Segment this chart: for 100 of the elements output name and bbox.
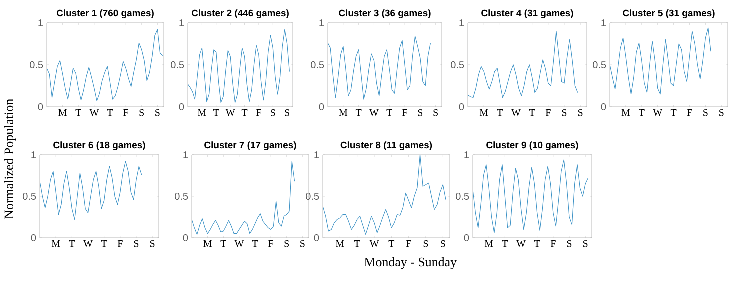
x-tick-label: T (639, 110, 645, 116)
x-tick-label: S (578, 110, 583, 116)
x-tick-label: T (76, 110, 82, 116)
chart-title: Cluster 7 (17 games) (204, 142, 296, 150)
x-tick-label: W (90, 110, 100, 116)
x-tick-label: T (107, 110, 114, 116)
y-tick-label: 1 (314, 152, 320, 158)
x-tick-label: W (653, 110, 663, 116)
x-tick-label: T (101, 240, 108, 248)
x-tick-label: S (583, 240, 588, 248)
y-tick-label: 0.5 (171, 61, 184, 69)
x-tick-label: T (356, 110, 362, 116)
y-axis-title: Normalized Population (4, 99, 16, 220)
y-tick-label: 1 (464, 152, 470, 158)
x-tick-label: T (214, 110, 220, 116)
x-tick-label: F (402, 110, 408, 116)
x-tick-label: S (300, 240, 305, 248)
y-tick-label: 1 (38, 20, 43, 26)
x-tick-label: S (285, 110, 290, 116)
x-tick-label: W (512, 110, 521, 116)
chart-title: Cluster 9 (10 games) (486, 142, 578, 150)
y-tick-label: 0 (183, 234, 188, 242)
x-tick-label: M (198, 110, 206, 116)
y-tick-label: 0.5 (30, 61, 44, 69)
x-tick-label: T (220, 240, 226, 248)
line-series (47, 29, 164, 102)
x-tick-label: T (529, 110, 536, 116)
chart-title: Cluster 2 (446 games) (192, 10, 289, 18)
x-tick-label: S (150, 240, 155, 248)
x-tick-label: T (534, 240, 540, 248)
line-series (610, 28, 712, 95)
y-tick-label: 0.5 (451, 61, 464, 69)
x-tick-label: M (52, 240, 60, 248)
x-tick-label: W (226, 110, 236, 116)
x-tick-label: W (516, 240, 526, 248)
y-tick-label: 1 (180, 20, 184, 26)
chart-title: Cluster 4 (31 games) (482, 10, 574, 18)
x-tick-label: F (118, 240, 123, 248)
x-tick-label: S (434, 110, 438, 116)
y-tick-label: 1 (460, 20, 464, 26)
x-tick-label: M (204, 240, 212, 248)
x-tick-label: T (388, 240, 395, 248)
chart-title: Cluster 8 (11 games) (340, 142, 432, 150)
x-tick-label: T (252, 240, 258, 248)
x-tick-label: T (69, 240, 76, 248)
y-tick-label: 0 (314, 234, 320, 242)
x-tick-label: M (339, 110, 348, 116)
line-series (468, 31, 578, 98)
y-tick-label: 1 (184, 152, 188, 158)
line-series (40, 161, 142, 220)
x-tick-label: F (687, 110, 692, 116)
x-tick-label: W (370, 240, 380, 248)
y-tick-label: 0 (459, 103, 464, 111)
y-tick-label: 0 (38, 103, 44, 111)
y-tick-label: 0 (31, 234, 36, 242)
x-tick-label: T (497, 110, 504, 116)
x-tick-label: F (546, 110, 551, 116)
x-tick-label: F (124, 110, 128, 116)
y-tick-label: 0.5 (593, 61, 606, 69)
y-tick-label: 0.5 (311, 61, 324, 69)
x-tick-label: S (441, 240, 446, 248)
x-tick-label: S (562, 110, 567, 116)
y-tick-label: 0 (179, 103, 184, 111)
x-tick-label: W (370, 110, 379, 116)
x-tick-label: S (567, 240, 572, 248)
line-series (188, 29, 290, 104)
y-tick-label: 0 (464, 234, 470, 242)
x-tick-label: T (502, 240, 508, 248)
y-tick-label: 0.5 (456, 192, 470, 200)
x-tick-label: T (242, 110, 248, 116)
x-tick-label: W (234, 240, 244, 248)
x-tick-label: S (424, 240, 428, 248)
chart-title: Cluster 1 (760 games) (56, 10, 154, 18)
y-tick-label: 1 (602, 20, 606, 26)
x-tick-label: S (271, 110, 276, 116)
y-tick-label: 0.5 (23, 192, 36, 200)
x-tick-label: S (134, 240, 139, 248)
x-tick-label: S (156, 110, 160, 116)
x-tick-label: S (720, 110, 724, 116)
y-tick-label: 0 (319, 103, 324, 111)
x-tick-label: T (670, 110, 677, 116)
x-tick-label: T (354, 240, 360, 248)
chart-title: Cluster 5 (31 games) (623, 10, 715, 18)
y-tick-label: 0 (601, 103, 606, 111)
y-tick-label: 0.5 (306, 192, 320, 200)
y-tick-label: 1 (320, 20, 324, 26)
chart-title: Cluster 6 (18 games) (54, 142, 146, 150)
x-tick-label: S (140, 110, 144, 116)
x-tick-label: M (58, 110, 67, 116)
y-tick-label: 0.5 (175, 192, 188, 200)
y-tick-label: 1 (32, 152, 36, 158)
x-tick-label: S (418, 110, 423, 116)
x-tick-label: T (386, 110, 393, 116)
x-tick-label: S (704, 110, 708, 116)
x-tick-label: M (480, 110, 488, 116)
x-tick-label: S (284, 240, 290, 248)
chart-title: Cluster 3 (36 games) (339, 10, 431, 18)
x-tick-label: F (268, 240, 274, 248)
x-tick-label: F (406, 240, 412, 248)
x-tick-label: F (550, 240, 556, 248)
